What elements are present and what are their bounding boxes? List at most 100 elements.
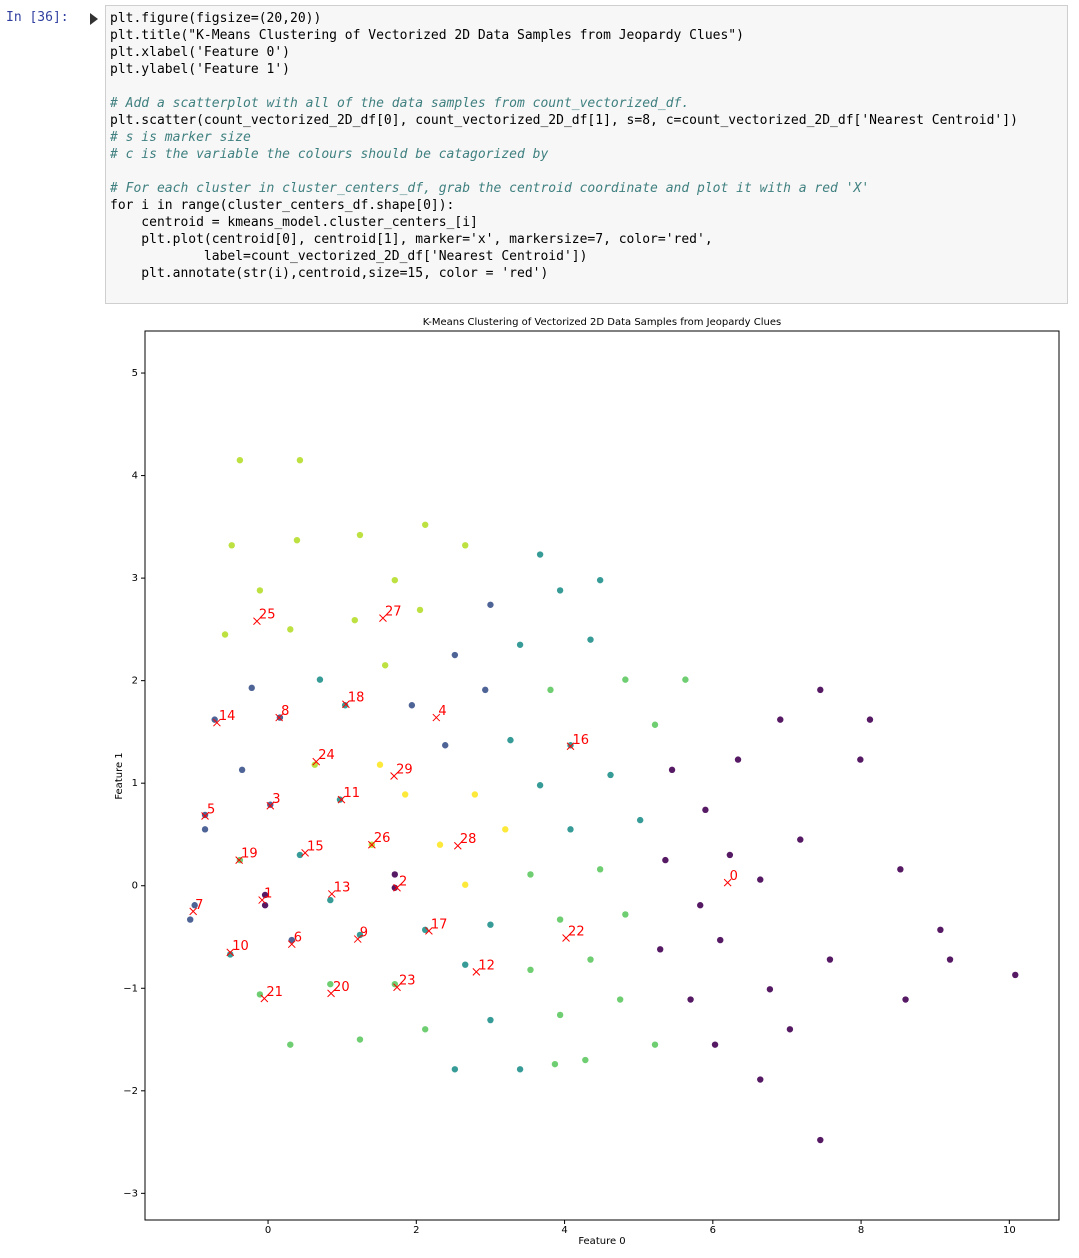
sample-point: [897, 866, 904, 873]
sample-point: [336, 796, 344, 803]
sample-point: [596, 576, 604, 584]
sample-point: [201, 811, 209, 819]
centroid-marker: [367, 840, 376, 849]
centroid-marker: [327, 890, 336, 898]
sample-point: [527, 966, 534, 974]
code-line: # For each cluster in cluster_centers_df…: [110, 181, 870, 196]
centroid-marker: [260, 994, 269, 1003]
sample-point: [471, 791, 479, 798]
sample-point: [238, 766, 246, 774]
centroid-label: 25: [259, 608, 276, 623]
centroid-marker: [301, 849, 309, 857]
sample-point: [668, 766, 676, 774]
sample-point: [734, 756, 742, 763]
centroid-label: 9: [360, 926, 368, 941]
centroid-marker: [258, 896, 266, 904]
centroid-marker: [393, 883, 401, 892]
centroid-label: 8: [281, 704, 289, 719]
y-axis-label: Feature 1: [114, 752, 125, 799]
sample-point: [287, 1041, 294, 1048]
code-line: # c is the variable the colours should b…: [110, 147, 549, 162]
sample-point: [826, 956, 834, 963]
sample-point: [507, 736, 514, 744]
centroid-marker: [393, 983, 401, 992]
sample-point: [482, 686, 489, 694]
sample-point: [622, 911, 629, 918]
sample-point: [622, 676, 629, 683]
sample-point: [697, 902, 704, 909]
y-tick-label: −1: [123, 983, 138, 994]
sample-point: [462, 542, 469, 549]
centroid-marker: [226, 948, 235, 957]
centroid-label: 26: [374, 831, 391, 846]
code-line: for i in range(cluster_centers_df.shape[…: [110, 198, 455, 213]
code-line: plt.title("K-Means Clustering of Vectori…: [110, 28, 744, 43]
sample-point: [327, 896, 334, 904]
sample-point: [288, 936, 295, 944]
centroid-marker: [201, 812, 209, 820]
sample-point: [516, 641, 524, 648]
code-line: plt.plot(centroid[0], centroid[1], marke…: [110, 232, 713, 247]
centroid-label: 22: [568, 925, 585, 940]
y-tick-label: 4: [132, 471, 138, 482]
sample-point: [937, 926, 944, 934]
chart-title: K-Means Clustering of Vectorized 2D Data…: [423, 317, 781, 328]
sample-point: [556, 587, 564, 594]
sample-point: [682, 676, 689, 683]
sample-point: [267, 801, 274, 808]
centroid-label: 29: [396, 763, 413, 778]
sample-point: [1012, 971, 1019, 979]
sample-point: [587, 956, 594, 963]
code-block: plt.figure(figsize=(20,20)) plt.title("K-…: [110, 10, 1067, 78]
centroid-marker: [327, 989, 335, 998]
centroid-marker: [312, 757, 321, 766]
code-line: # s is marker size: [110, 130, 251, 145]
centroid-label: 20: [333, 980, 350, 995]
centroid-label: 16: [572, 733, 589, 748]
centroid-marker: [213, 718, 221, 727]
sample-point: [786, 1026, 794, 1033]
sample-point: [656, 946, 664, 953]
centroid-label: 2: [399, 874, 407, 889]
sample-point: [376, 761, 384, 768]
sample-point: [401, 791, 409, 798]
sample-point: [236, 856, 244, 864]
sample-point: [422, 1026, 429, 1033]
code-line: plt.ylabel('Feature 1'): [110, 62, 291, 77]
sample-point: [687, 996, 694, 1003]
sample-point: [551, 1060, 559, 1068]
code-cell[interactable]: plt.figure(figsize=(20,20)) plt.title("K-…: [105, 5, 1068, 304]
centroid-label: 7: [195, 898, 203, 913]
sample-point: [487, 921, 494, 928]
sample-point: [391, 980, 399, 988]
sample-point: [316, 676, 324, 683]
code-line: # Add a scatterplot with all of the data…: [110, 96, 690, 111]
centroid-marker: [275, 713, 284, 722]
centroid-label: 28: [460, 832, 477, 847]
centroid-label: 15: [307, 839, 324, 854]
sample-point: [567, 826, 574, 833]
centroid-marker: [353, 935, 362, 943]
sample-point: [436, 841, 444, 848]
y-tick-label: −3: [123, 1188, 138, 1199]
sample-point: [527, 871, 534, 878]
sample-point: [296, 456, 304, 464]
sample-point: [451, 651, 459, 659]
sample-point: [422, 521, 429, 528]
sample-point: [236, 456, 244, 464]
cell-prompt: In [36]:: [6, 10, 69, 25]
sample-point: [857, 756, 864, 763]
x-tick-label: 2: [413, 1225, 419, 1236]
sample-point: [651, 1041, 659, 1048]
sample-point: [866, 716, 874, 723]
centroid-marker: [390, 772, 398, 780]
sample-point: [227, 951, 234, 958]
sample-point: [616, 996, 624, 1003]
centroid-marker: [266, 801, 275, 810]
centroid-label: 13: [334, 880, 351, 895]
centroid-label: 17: [431, 917, 448, 932]
run-indicator[interactable]: [90, 13, 98, 25]
centroid-marker: [562, 934, 570, 942]
sample-point: [221, 631, 229, 638]
centroid-label: 12: [478, 958, 495, 973]
